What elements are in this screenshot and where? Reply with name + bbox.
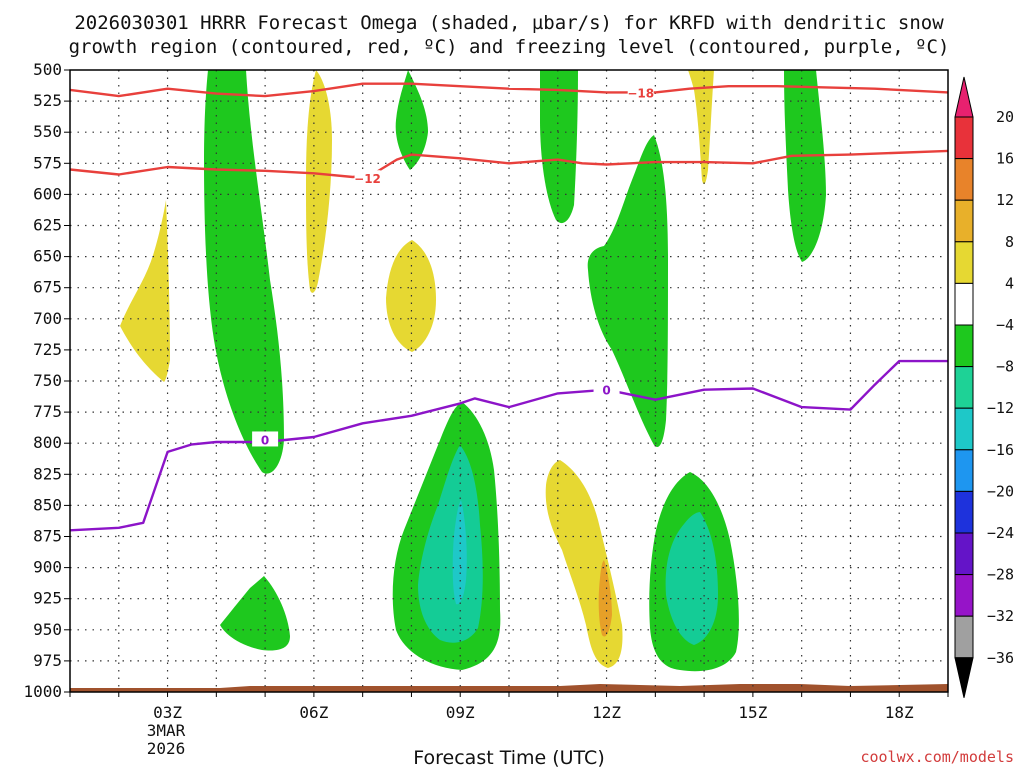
y-tick-label: 675 bbox=[33, 278, 62, 297]
omega-area-2 bbox=[395, 70, 428, 170]
colorbar-label: −12 bbox=[987, 399, 1014, 417]
colorbar-label: −36 bbox=[987, 649, 1014, 667]
dgz-contour-label: −12 bbox=[354, 172, 381, 186]
dgz-contour-line bbox=[70, 149, 948, 179]
colorbar-label: −24 bbox=[987, 524, 1014, 542]
ground-surface bbox=[70, 684, 948, 692]
colorbar-band bbox=[954, 407, 974, 451]
colorbar-band bbox=[954, 449, 974, 492]
x-tick-label: 18Z bbox=[885, 703, 914, 722]
y-tick-label: 825 bbox=[33, 464, 62, 483]
colorbar-band bbox=[954, 199, 974, 243]
y-tick-label: 950 bbox=[33, 620, 62, 639]
dgz-contour-line bbox=[70, 82, 948, 98]
omega-area-3 bbox=[540, 70, 578, 224]
colorbar-label: −8 bbox=[996, 358, 1014, 376]
colorbar-band bbox=[954, 282, 974, 326]
x-tick-label: 09Z bbox=[446, 703, 475, 722]
y-tick-label: 700 bbox=[33, 309, 62, 328]
y-tick-label: 800 bbox=[33, 433, 62, 452]
omega-core-2 bbox=[452, 500, 467, 605]
omega-area-5 bbox=[784, 70, 826, 262]
colorbar-label: 20 bbox=[996, 108, 1014, 126]
colorbar-band bbox=[954, 366, 974, 409]
omega-sink-4 bbox=[688, 70, 714, 185]
x-axis-label: Forecast Time (UTC) bbox=[413, 747, 604, 768]
y-tick-label: 1000 bbox=[23, 682, 62, 701]
grid-lines bbox=[70, 70, 948, 692]
x-tick-label: 15Z bbox=[738, 703, 767, 722]
freezing-level-label: 0 bbox=[261, 433, 269, 447]
chart-title-line1: 2026030301 HRRR Forecast Omega (shaded, … bbox=[74, 12, 944, 34]
freezing-level-line bbox=[70, 359, 948, 532]
y-tick-label: 900 bbox=[33, 558, 62, 577]
y-axis: 500 525 550 575 600 625 650 675 700 725 750 775 800 8… bbox=[23, 60, 70, 701]
freezing-level-label-bg bbox=[593, 381, 620, 397]
y-tick-label: 550 bbox=[33, 122, 62, 141]
colorbar-band bbox=[954, 574, 974, 617]
credit-link[interactable]: coolwx.com/models bbox=[860, 748, 1014, 766]
y-tick-label: 725 bbox=[33, 340, 62, 359]
colorbar-label: −28 bbox=[987, 566, 1014, 584]
colorbar-label: 12 bbox=[996, 191, 1014, 209]
omega-area-1 bbox=[204, 70, 284, 474]
y-tick-label: 850 bbox=[33, 495, 62, 514]
colorbar-bottom-triangle bbox=[954, 657, 974, 698]
colorbar-band bbox=[954, 158, 974, 201]
omega-core-3 bbox=[665, 512, 718, 645]
y-tick-label: 575 bbox=[33, 153, 62, 172]
omega-core-1 bbox=[418, 445, 483, 643]
x-tick-label: 06Z bbox=[299, 703, 328, 722]
x-axis: 03Z 06Z 09Z 12Z 15Z 18Z bbox=[69, 692, 949, 722]
y-tick-label: 750 bbox=[33, 371, 62, 390]
colorbar-label: −32 bbox=[987, 607, 1014, 625]
shading-layer bbox=[70, 70, 948, 692]
freezing-level-label: 0 bbox=[602, 384, 610, 398]
colorbar-band bbox=[954, 490, 974, 534]
y-tick-label: 975 bbox=[33, 651, 62, 670]
colorbar-band bbox=[954, 532, 974, 576]
colorbar-band bbox=[954, 324, 974, 368]
contour-lines bbox=[70, 82, 948, 532]
colorbar-band bbox=[954, 116, 974, 160]
freezing-level-label-bg bbox=[252, 431, 279, 447]
contour-labels: −18 −12 0 0 bbox=[252, 84, 654, 447]
x-tick-label: 12Z bbox=[592, 703, 621, 722]
omega-sink-2 bbox=[306, 70, 332, 293]
omega-sink-1 bbox=[120, 200, 170, 382]
colorbar-label: −4 bbox=[996, 316, 1014, 334]
dgz-contour-label-bg bbox=[354, 170, 381, 186]
colorbar-label: −16 bbox=[987, 441, 1014, 459]
y-tick-label: 525 bbox=[33, 91, 62, 110]
chart-title-line2: growth region (contoured, red, ºC) and f… bbox=[69, 36, 950, 58]
y-tick-label: 625 bbox=[33, 216, 62, 235]
colorbar-label: 8 bbox=[1005, 233, 1014, 251]
colorbar-label: −20 bbox=[987, 482, 1014, 500]
x-tick-label: 03Z bbox=[153, 703, 182, 722]
y-tick-label: 500 bbox=[33, 60, 62, 79]
y-tick-label: 775 bbox=[33, 402, 62, 421]
y-tick-label: 875 bbox=[33, 527, 62, 546]
colorbar-top-triangle bbox=[954, 76, 974, 118]
y-tick-label: 925 bbox=[33, 589, 62, 608]
y-tick-label: 650 bbox=[33, 247, 62, 266]
colorbar: 20 16 12 8 4 −4 −8 −12 −16 −20 −24 −28 −32 −36 bbox=[954, 76, 1014, 698]
colorbar-band bbox=[954, 615, 974, 659]
omega-sink-core bbox=[598, 560, 612, 637]
dgz-contour-label-bg bbox=[627, 84, 654, 100]
omega-area-8 bbox=[220, 576, 290, 651]
x-date-year: 2026 bbox=[147, 739, 186, 758]
dgz-contour-label: −18 bbox=[627, 86, 654, 100]
x-date-month: 3MAR bbox=[147, 721, 186, 740]
colorbar-label: 4 bbox=[1005, 274, 1014, 292]
colorbar-label: 16 bbox=[996, 150, 1014, 168]
y-tick-label: 600 bbox=[33, 184, 62, 203]
colorbar-band bbox=[954, 241, 974, 284]
omega-area-4 bbox=[587, 135, 668, 448]
